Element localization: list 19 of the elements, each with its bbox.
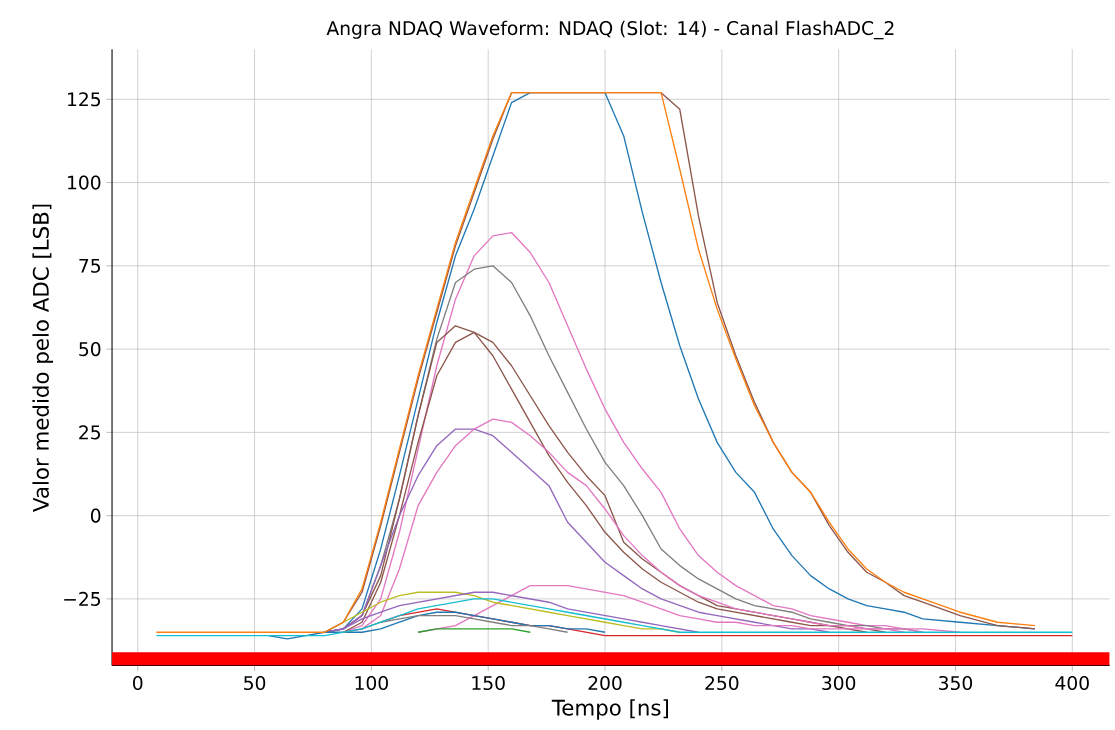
y-tick-label: 75	[79, 259, 100, 274]
x-tick-label: 50	[244, 676, 266, 691]
x-tick-label: 350	[939, 676, 973, 691]
x-axis-title: Tempo [ns]	[551, 699, 668, 721]
y-tick-label: 0	[90, 508, 101, 523]
x-tick-label: 200	[588, 676, 622, 691]
y-tick-label: 50	[79, 342, 101, 357]
y-tick-label: 25	[79, 425, 100, 440]
y-axis-title: Valor medido pelo ADC [LSB]	[32, 204, 54, 513]
x-tick-label: 150	[472, 676, 505, 691]
y-tick-label: −25	[64, 592, 100, 607]
x-tick-label: 100	[355, 676, 388, 691]
chart-title: Angra NDAQ Waveform: NDAQ (Slot: 14) - Canal FlashADC_2	[326, 20, 894, 40]
y-tick-label: 100	[68, 175, 101, 190]
y-tick-label: 125	[68, 92, 100, 107]
x-tick-label: 250	[705, 676, 739, 691]
x-tick-label: 300	[822, 676, 856, 691]
x-tick-label: 400	[1055, 676, 1089, 691]
x-tick-label: 0	[133, 676, 143, 691]
